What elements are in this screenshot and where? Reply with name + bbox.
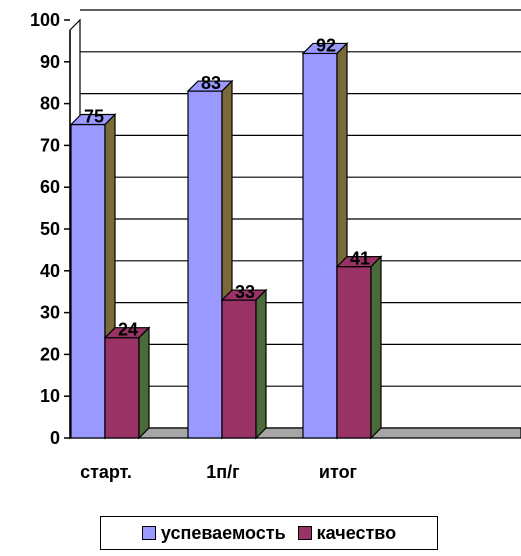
y-tick-label-50: 50 [40,219,60,239]
y-tick-label-0: 0 [50,428,60,448]
legend-label-uspevaemost: успеваемость [160,522,286,543]
legend-item-uspevaemost: успеваемость [141,522,286,544]
y-tick-label-100: 100 [30,10,60,30]
y-tick-label-40: 40 [40,261,60,281]
y-tick-label-70: 70 [40,135,60,155]
legend-swatch-uspevaemost [141,526,156,540]
bars [69,41,383,440]
data-label-0-2: 92 [316,35,336,55]
grid-lines [80,9,521,429]
bar-0-0 [70,123,106,439]
legend-swatch-kachestvo [297,526,312,540]
data-label-0-1: 83 [201,73,221,93]
x-tick-label-2: итог [319,462,358,482]
x-tick-label-1: 1п/г [206,462,240,482]
legend: успеваемость качество [100,516,438,550]
legend-item-kachestvo: качество [297,522,397,544]
bar-1-2 [336,266,372,439]
bar-side-1-0 [138,326,150,440]
bar-0-1 [187,90,223,439]
y-tick-label-60: 60 [40,177,60,197]
bar-1-1 [221,299,257,439]
x-tick-label-0: старт. [80,462,132,482]
y-tick-label-10: 10 [40,386,60,406]
y-tick-label-20: 20 [40,344,60,364]
y-tick-label-80: 80 [40,94,60,114]
labels: 0 10 20 30 40 50 60 70 80 90 100 75 24 старт. 83 33 1п/г… [30,10,370,482]
y-tick-label-90: 90 [40,52,60,72]
bar-1-0 [104,337,140,439]
bar-chart: 0 10 20 30 40 50 60 70 80 90 100 75 24 старт. 83 33 1п/г… [30,9,521,482]
bar-0-2 [302,52,338,439]
legend-label-kachestvo: качество [316,522,397,543]
data-label-1-1: 33 [235,282,255,302]
data-label-1-0: 24 [118,320,138,340]
data-label-0-0: 75 [84,107,104,127]
data-label-1-2: 41 [350,249,370,269]
y-tick-label-30: 30 [40,303,60,323]
bar-side-1-2 [370,255,382,440]
bar-side-1-1 [255,288,267,440]
